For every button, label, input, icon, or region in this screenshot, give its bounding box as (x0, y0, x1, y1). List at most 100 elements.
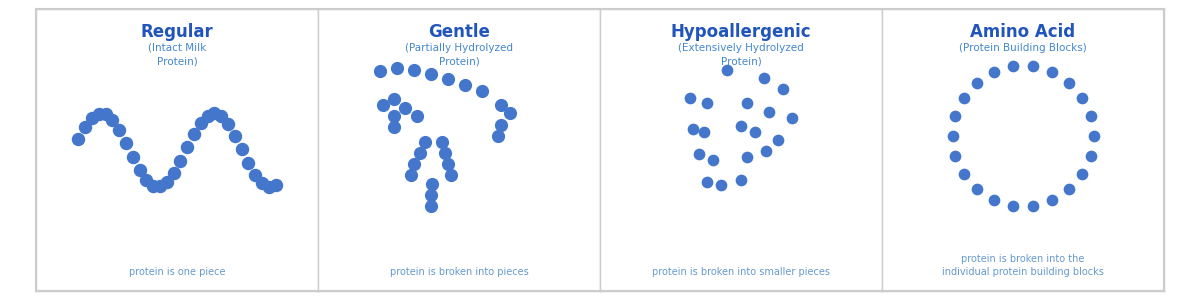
Point (757, 149, 776, 154)
Text: (Extensively Hydrolyzed
Protein): (Extensively Hydrolyzed Protein) (678, 43, 804, 66)
Point (438, 77, 457, 82)
Point (1060, 187, 1079, 192)
Point (421, 193, 440, 197)
Point (137, 177, 156, 182)
Point (232, 147, 251, 152)
Point (684, 127, 703, 131)
Point (178, 145, 197, 149)
Point (371, 69, 390, 74)
Point (946, 114, 965, 118)
Point (436, 150, 455, 155)
Point (402, 173, 421, 178)
Point (954, 95, 973, 100)
Point (410, 150, 430, 155)
Point (185, 131, 204, 136)
Point (191, 120, 210, 125)
Point (76, 124, 95, 129)
Point (68, 137, 88, 142)
Point (745, 129, 764, 134)
Point (396, 105, 415, 110)
Point (384, 114, 403, 118)
Point (754, 76, 773, 80)
Point (1043, 198, 1062, 203)
Point (954, 172, 973, 176)
Point (1060, 80, 1079, 85)
Point (103, 118, 122, 123)
Point (421, 71, 440, 76)
Point (440, 173, 460, 178)
Point (205, 111, 224, 116)
Point (492, 122, 511, 127)
Point (164, 170, 184, 175)
Point (760, 110, 779, 114)
Point (96, 112, 115, 117)
Point (689, 152, 708, 157)
Point (712, 183, 731, 188)
Point (404, 162, 424, 167)
Point (144, 183, 163, 188)
Text: protein is broken into pieces: protein is broken into pieces (390, 267, 528, 277)
Point (492, 103, 511, 107)
Point (697, 180, 716, 185)
Point (732, 124, 751, 128)
Point (384, 125, 403, 130)
Point (415, 139, 434, 144)
Point (695, 129, 714, 134)
Text: Amino Acid: Amino Acid (971, 23, 1075, 41)
Point (1081, 114, 1100, 118)
Point (130, 167, 149, 172)
Point (455, 83, 474, 88)
Point (388, 66, 407, 70)
Text: protein is one piece: protein is one piece (128, 267, 226, 277)
Text: (Intact Milk
Protein): (Intact Milk Protein) (148, 43, 206, 66)
Point (384, 97, 403, 102)
Point (157, 179, 176, 184)
Point (967, 187, 986, 192)
Point (1081, 153, 1100, 158)
Point (737, 101, 756, 106)
Point (422, 182, 442, 186)
Point (1003, 203, 1022, 208)
Point (488, 134, 508, 138)
Point (1003, 64, 1022, 68)
Text: Hypoallergenic: Hypoallergenic (671, 23, 811, 41)
Point (404, 67, 424, 72)
Point (472, 88, 491, 93)
Point (1024, 203, 1043, 208)
Point (266, 183, 286, 188)
Point (984, 69, 1003, 74)
Point (407, 114, 426, 118)
Text: (Protein Building Blocks): (Protein Building Blocks) (959, 43, 1087, 53)
Text: (Partially Hydrolyzed
Protein): (Partially Hydrolyzed Protein) (406, 43, 514, 66)
Point (732, 177, 751, 182)
Point (697, 101, 716, 106)
Point (782, 115, 802, 120)
Point (737, 154, 756, 159)
Point (83, 116, 102, 120)
Point (198, 113, 217, 118)
Text: Gentle: Gentle (428, 23, 490, 41)
Text: protein is broken into smaller pieces: protein is broken into smaller pieces (652, 267, 830, 277)
Point (116, 141, 136, 146)
Point (774, 87, 793, 92)
Point (1073, 95, 1092, 100)
Point (768, 138, 787, 142)
Point (252, 181, 271, 185)
Point (703, 158, 722, 162)
Point (438, 162, 457, 167)
Point (943, 134, 962, 138)
Point (500, 111, 520, 116)
Point (984, 198, 1003, 203)
Point (718, 67, 737, 72)
Point (432, 139, 451, 144)
Point (124, 154, 143, 159)
Point (373, 103, 392, 107)
Point (1084, 134, 1103, 138)
Point (226, 133, 245, 138)
Text: Regular: Regular (140, 23, 214, 41)
Point (239, 160, 258, 165)
Point (150, 184, 169, 189)
Point (89, 111, 108, 116)
Point (421, 204, 440, 209)
Point (211, 114, 230, 119)
